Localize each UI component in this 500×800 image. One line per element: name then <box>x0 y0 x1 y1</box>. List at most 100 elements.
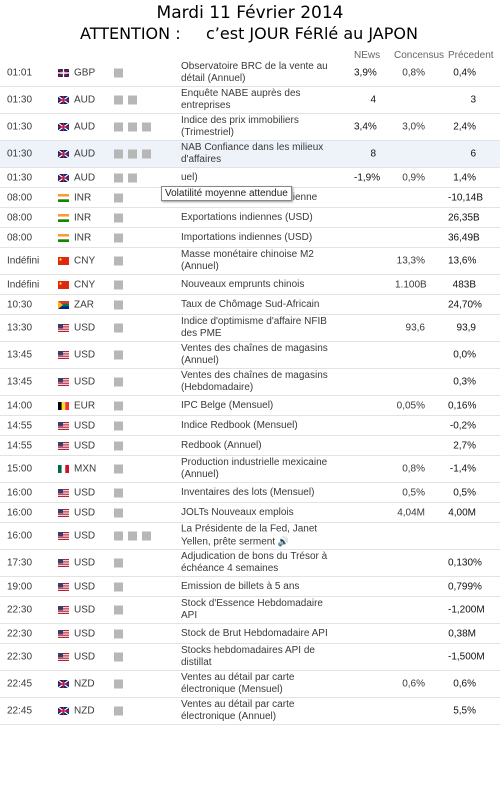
table-row[interactable]: 13:30 USD Indice d'optimisme d'affaire NFI… <box>0 315 500 342</box>
column-header-news[interactable]: NEws <box>354 50 381 61</box>
event-name[interactable]: Ventes des chaînes de magasins (Annuel) <box>181 343 328 366</box>
previous-value: 0,6% <box>453 678 476 690</box>
event-name[interactable]: Ventes au détail par carte électronique … <box>181 672 295 695</box>
event-name[interactable]: Exportations indiennes (USD) <box>181 211 313 223</box>
country-flag-icon <box>58 465 69 473</box>
column-header-previous[interactable]: Précedent <box>448 50 494 61</box>
volatility-indicator[interactable] <box>114 401 123 410</box>
event-time: 15:00 <box>7 463 33 475</box>
volatility-indicator[interactable] <box>114 629 123 638</box>
volatility-indicator[interactable] <box>114 300 123 309</box>
volatility-indicator[interactable] <box>114 488 123 497</box>
table-row[interactable]: 08:00 INR Importations indiennes (USD) 36,4… <box>0 228 500 248</box>
speaker-icon[interactable]: 🔊 <box>277 536 290 547</box>
volatility-indicator[interactable] <box>114 350 123 360</box>
table-row[interactable]: 08:00 INR Exportations indiennes (USD) 26,3… <box>0 208 500 228</box>
table-row[interactable]: 16:00 USD JOLTs Nouveaux emplois 4,04M 4,00M <box>0 503 500 523</box>
table-row[interactable]: 01:01 GBP Observatoire BRC de la vente au … <box>0 60 500 87</box>
table-row[interactable]: 14:55 USD Redbook (Annuel) 2,7% <box>0 436 500 456</box>
event-name[interactable]: Adjudication de bons du Trésor à échéanc… <box>181 551 328 574</box>
volatility-indicator[interactable] <box>114 256 123 266</box>
event-name[interactable]: Stocks hebdomadaires API de distillat <box>181 645 315 668</box>
volatility-indicator[interactable] <box>114 122 151 132</box>
volatility-indicator[interactable] <box>114 213 123 222</box>
table-row[interactable]: 16:00 USD La Présidente de la Fed, Janet Y… <box>0 523 500 550</box>
event-name[interactable]: Observatoire BRC de la vente au détail (… <box>181 61 328 84</box>
volatility-indicator[interactable] <box>114 464 123 474</box>
table-row[interactable]: Indéfini CNY Masse monétaire chinoise M2 (… <box>0 248 500 275</box>
volatility-indicator[interactable] <box>114 531 151 541</box>
event-name[interactable]: IPC Belge (Mensuel) <box>181 399 274 411</box>
volatility-indicator[interactable] <box>114 173 137 182</box>
event-name[interactable]: Stock de Brut Hebdomadaire API <box>181 627 328 639</box>
column-header-consensus[interactable]: Concensus <box>394 50 445 61</box>
consensus-value: 3,0% <box>402 121 425 133</box>
table-row[interactable]: 10:30 ZAR Taux de Chômage Sud-Africain 24,7… <box>0 295 500 315</box>
event-name[interactable]: Ventes des chaînes de magasins (Hebdomad… <box>181 370 328 393</box>
volatility-indicator[interactable] <box>114 558 123 568</box>
country-flag-icon <box>58 378 69 386</box>
volatility-indicator[interactable] <box>114 68 123 78</box>
table-row[interactable]: 14:55 USD Indice Redbook (Mensuel) -0,2% <box>0 416 500 436</box>
volatility-indicator[interactable] <box>114 95 137 105</box>
table-row[interactable]: 22:45 NZD Ventes au détail par carte élect… <box>0 671 500 698</box>
table-row[interactable]: 17:30 USD Adjudication de bons du Trésor à… <box>0 550 500 577</box>
table-row[interactable]: 01:30 AUD Indice des prix immobiliers (Tri… <box>0 114 500 141</box>
volatility-indicator[interactable] <box>114 441 123 450</box>
volatility-indicator[interactable] <box>114 582 123 591</box>
table-row[interactable]: 01:30 AUD Enquête NABE auprès des entrepri… <box>0 87 500 114</box>
previous-value: 13,6% <box>448 255 477 267</box>
currency-code: USD <box>74 507 96 518</box>
event-name[interactable]: Enquête NABE auprès des entreprises <box>181 88 301 111</box>
volatility-indicator[interactable] <box>114 508 123 517</box>
volatility-indicator[interactable] <box>114 706 123 716</box>
table-row[interactable]: 01:30 AUD uel) -1,9% 0,9% 1,4% <box>0 168 500 188</box>
volatility-indicator[interactable] <box>114 149 151 159</box>
event-name[interactable]: JOLTs Nouveaux emplois <box>181 506 294 518</box>
event-name[interactable]: NAB Confiance dans les milieux d'affaire… <box>181 142 324 165</box>
table-row[interactable]: 01:30 AUD NAB Confiance dans les milieux d… <box>0 141 500 168</box>
volatility-indicator[interactable] <box>114 233 123 242</box>
event-name[interactable]: uel) <box>181 171 198 183</box>
event-time: 14:55 <box>7 420 33 431</box>
event-name[interactable]: Taux de Chômage Sud-Africain <box>181 298 320 310</box>
country-flag-icon <box>57 706 70 716</box>
volatility-indicator[interactable] <box>114 679 123 689</box>
table-row[interactable]: 15:00 MXN Production industrielle mexicain… <box>0 456 500 483</box>
event-name[interactable]: Indice Redbook (Mensuel) <box>181 419 298 431</box>
table-row[interactable]: 16:00 USD Inventaires des lots (Mensuel) 0,… <box>0 483 500 503</box>
news-value: 3,4% <box>354 121 377 133</box>
event-name[interactable]: Stock d'Essence Hebdomadaire API <box>181 598 323 621</box>
table-row[interactable]: 22:45 NZD Ventes au détail par carte élect… <box>0 698 500 725</box>
table-row[interactable]: Indéfini CNY Nouveaux emprunts chinois 1.10… <box>0 275 500 295</box>
table-row[interactable]: 22:30 USD Stocks hebdomadaires API de dist… <box>0 644 500 671</box>
event-name[interactable]: Ventes au détail par carte électronique … <box>181 699 295 722</box>
table-row[interactable]: 13:45 USD Ventes des chaînes de magasins (… <box>0 342 500 369</box>
event-name[interactable]: Inventaires des lots (Mensuel) <box>181 486 315 498</box>
table-row[interactable]: 22:30 USD Stock d'Essence Hebdomadaire API… <box>0 597 500 624</box>
volatility-indicator[interactable] <box>114 421 123 430</box>
event-name[interactable]: Emission de billets à 5 ans <box>181 580 300 592</box>
volatility-indicator[interactable] <box>114 377 123 387</box>
table-row[interactable]: 22:30 USD Stock de Brut Hebdomadaire API 0,… <box>0 624 500 644</box>
currency-code: INR <box>74 212 92 223</box>
table-row[interactable]: 13:45 USD Ventes des chaînes de magasins (… <box>0 369 500 396</box>
table-row[interactable]: 19:00 USD Emission de billets à 5 ans 0,799… <box>0 577 500 597</box>
volatility-indicator[interactable] <box>114 605 123 615</box>
event-name[interactable]: Production industrielle mexicaine (Annue… <box>181 457 328 480</box>
event-name[interactable]: Nouveaux emprunts chinois <box>181 278 305 290</box>
event-name[interactable]: La Présidente de la Fed, Janet Yellen, p… <box>181 523 318 548</box>
table-row[interactable]: 14:00 EUR IPC Belge (Mensuel) 0,05% 0,16% <box>0 396 500 416</box>
importance-bar <box>114 350 123 360</box>
event-name[interactable]: Indice des prix immobiliers (Trimestriel… <box>181 115 299 138</box>
event-name[interactable]: Indice d'optimisme d'affaire NFIB des PM… <box>181 316 327 339</box>
importance-bar <box>114 300 123 309</box>
event-name[interactable]: Masse monétaire chinoise M2 (Annuel) <box>181 249 314 272</box>
volatility-indicator[interactable] <box>114 323 123 333</box>
currency-code: INR <box>74 192 92 203</box>
event-name[interactable]: Importations indiennes (USD) <box>181 231 313 243</box>
volatility-indicator[interactable] <box>114 652 123 662</box>
event-name[interactable]: Redbook (Annuel) <box>181 439 262 451</box>
volatility-indicator[interactable] <box>114 193 123 202</box>
volatility-indicator[interactable] <box>114 280 123 289</box>
